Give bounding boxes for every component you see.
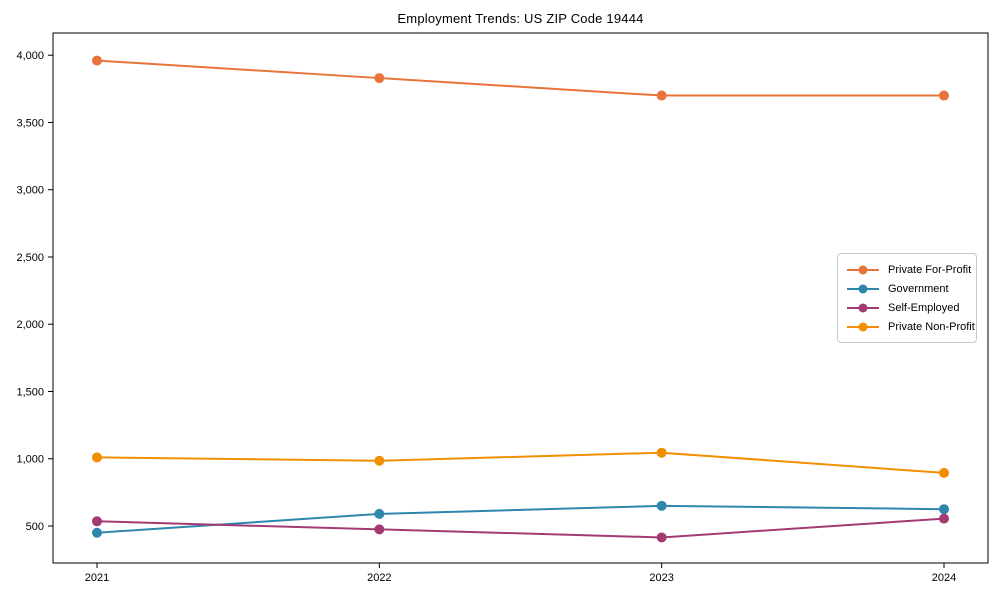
data-point-marker-private-non-profit bbox=[374, 455, 385, 466]
legend-label: Government bbox=[888, 282, 949, 295]
legend-label: Private For-Profit bbox=[888, 263, 972, 276]
y-tick-label: 2,000 bbox=[16, 319, 44, 331]
data-point-marker-government bbox=[656, 500, 667, 511]
x-tick-label: 2022 bbox=[367, 572, 391, 584]
data-point-marker-self-employed bbox=[939, 513, 949, 524]
legend-item-government: Government bbox=[846, 279, 968, 298]
data-point-marker-private-non-profit bbox=[92, 452, 102, 463]
legend-label: Self-Employed bbox=[888, 301, 960, 314]
x-tick-label: 2024 bbox=[932, 572, 956, 584]
legend-line-marker-icon bbox=[847, 284, 879, 293]
data-point-marker-government bbox=[92, 527, 102, 538]
x-tick-label: 2021 bbox=[85, 572, 109, 584]
data-point-marker-private-for-profit bbox=[656, 90, 667, 101]
plot-border bbox=[52, 32, 989, 564]
legend-line-marker-icon bbox=[847, 265, 879, 274]
series-line-private-for-profit bbox=[96, 59, 944, 97]
data-point-marker-self-employed bbox=[374, 524, 385, 535]
chart-title: Employment Trends: US ZIP Code 19444 bbox=[397, 11, 644, 26]
data-point-marker-government bbox=[939, 504, 949, 515]
x-tick-label: 2023 bbox=[649, 572, 673, 584]
data-point-marker-private-for-profit bbox=[374, 73, 385, 84]
legend: Private For-Profit Government Self-Employe… bbox=[837, 253, 977, 343]
series-line-private-non-profit bbox=[96, 451, 945, 474]
legend-line-marker-icon bbox=[847, 303, 879, 312]
y-tick-label: 3,500 bbox=[16, 117, 44, 129]
y-tick-label: 3,000 bbox=[16, 185, 44, 197]
legend-label: Private Non-Profit bbox=[888, 320, 975, 333]
y-tick-label: 1,500 bbox=[16, 386, 44, 398]
data-point-marker-government bbox=[374, 508, 385, 519]
data-point-marker-private-for-profit bbox=[92, 55, 102, 66]
data-point-marker-self-employed bbox=[92, 516, 102, 527]
data-point-marker-private-non-profit bbox=[939, 467, 949, 478]
data-point-marker-self-employed bbox=[656, 532, 667, 543]
y-tick-label: 2,500 bbox=[16, 252, 44, 264]
legend-item-private-non-profit: Private Non-Profit bbox=[846, 317, 975, 336]
legend-item-self-employed: Self-Employed bbox=[846, 298, 968, 317]
series-line-self-employed bbox=[96, 517, 945, 539]
legend-item-private-for-profit: Private For-Profit bbox=[846, 260, 972, 279]
series-line-government bbox=[96, 504, 945, 534]
data-point-marker-private-for-profit bbox=[939, 90, 949, 101]
y-tick-label: 4,000 bbox=[16, 50, 44, 62]
data-point-marker-private-non-profit bbox=[656, 447, 667, 458]
y-tick-label: 500 bbox=[26, 521, 44, 533]
y-tick-label: 1,000 bbox=[16, 454, 44, 466]
legend-line-marker-icon bbox=[847, 322, 879, 331]
